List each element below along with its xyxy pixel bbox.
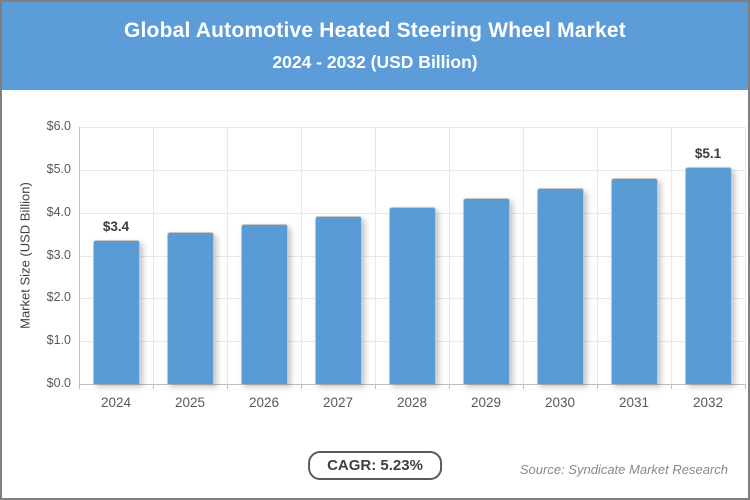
bar-2025 — [166, 231, 214, 384]
x-tick-mark — [523, 384, 524, 389]
x-tick-label: 2031 — [618, 395, 650, 410]
x-tick-label: 2025 — [174, 395, 206, 410]
x-tick-label: 2032 — [692, 395, 724, 410]
bar-2024 — [92, 239, 140, 384]
x-tick-mark — [301, 384, 302, 389]
v-gridline — [745, 127, 746, 384]
y-tick-label: $1.0 — [46, 333, 71, 348]
v-gridline — [375, 127, 376, 384]
v-gridline — [153, 127, 154, 384]
bar-2030 — [536, 188, 584, 384]
y-tick-label: $0.0 — [46, 376, 71, 390]
v-gridline — [301, 127, 302, 384]
bar-2027 — [314, 215, 362, 384]
v-gridline — [227, 127, 228, 384]
x-tick-mark — [449, 384, 450, 389]
data-label-2024: $3.4 — [102, 218, 130, 234]
v-gridline — [597, 127, 598, 384]
x-tick-mark — [375, 384, 376, 389]
x-axis-line — [79, 384, 745, 385]
data-label-2032: $5.1 — [694, 145, 722, 161]
chart-header: Global Automotive Heated Steering Wheel … — [2, 2, 748, 90]
x-tick-label: 2024 — [100, 395, 132, 410]
y-tick-label: $4.0 — [46, 204, 71, 219]
bar-2029 — [462, 197, 510, 384]
x-tick-label: 2029 — [470, 395, 502, 410]
x-tick-mark — [671, 384, 672, 389]
chart-title-line1: Global Automotive Heated Steering Wheel … — [123, 19, 626, 42]
x-tick-label: 2030 — [544, 395, 576, 410]
v-gridline — [523, 127, 524, 384]
x-tick-label: 2027 — [322, 395, 354, 410]
x-tick-mark — [227, 384, 228, 389]
v-gridline — [671, 127, 672, 384]
x-tick-mark — [597, 384, 598, 389]
x-tick-mark — [745, 384, 746, 389]
x-tick-label: 2026 — [248, 395, 280, 410]
x-tick-mark — [153, 384, 154, 389]
bar-2026 — [240, 224, 288, 384]
cagr-badge: CAGR: 5.23% — [308, 451, 442, 480]
bar-2028 — [388, 207, 436, 384]
y-tick-label: $5.0 — [46, 161, 71, 176]
y-axis-line — [79, 127, 80, 384]
bar-2032 — [684, 166, 732, 384]
bar-2031 — [610, 177, 658, 384]
y-tick-label: $6.0 — [46, 119, 71, 133]
y-tick-label: $2.0 — [46, 290, 71, 305]
v-gridline — [449, 127, 450, 384]
y-tick-label: $3.0 — [46, 247, 71, 262]
x-tick-mark — [79, 384, 80, 389]
x-tick-label: 2028 — [396, 395, 428, 410]
h-gridline — [79, 127, 745, 128]
h-gridline — [79, 169, 745, 171]
chart-title-line2: 2024 - 2032 (USD Billion) — [272, 52, 478, 72]
chart-footer: CAGR: 5.23% Source: Syndicate Market Res… — [2, 435, 748, 498]
chart-area: Market Size (USD Billion) $0.0 $1.0 $2.0 $3… — [2, 90, 748, 435]
source-credit: Source: Syndicate Market Research — [519, 462, 728, 477]
